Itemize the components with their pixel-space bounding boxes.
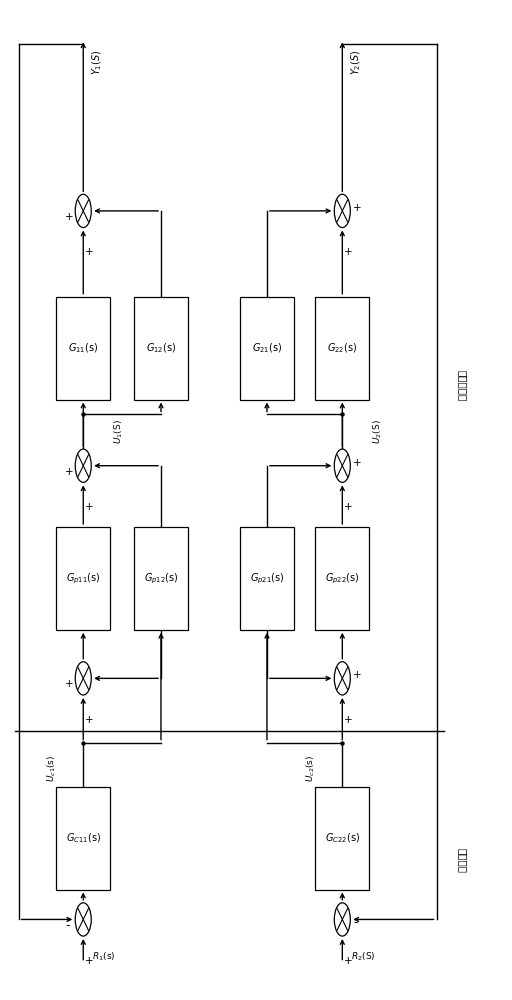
Circle shape [75, 194, 91, 228]
FancyBboxPatch shape [134, 297, 188, 400]
Circle shape [334, 194, 350, 228]
Text: 解耦控制器: 解耦控制器 [457, 370, 467, 401]
Text: $Y_1(S)$: $Y_1(S)$ [90, 49, 104, 75]
Circle shape [334, 449, 350, 482]
FancyBboxPatch shape [240, 297, 294, 400]
Text: +: + [85, 715, 94, 725]
Text: $R_2$(S): $R_2$(S) [351, 951, 375, 963]
Text: +: + [353, 458, 362, 468]
Text: $G_{p12}$(s): $G_{p12}$(s) [144, 571, 178, 586]
FancyBboxPatch shape [56, 787, 111, 890]
FancyBboxPatch shape [240, 527, 294, 630]
Text: $G_{21}$(s): $G_{21}$(s) [252, 341, 282, 355]
Text: +: + [344, 247, 353, 257]
Text: +: + [85, 247, 94, 257]
Text: +: + [85, 502, 94, 512]
Text: +: + [65, 212, 74, 222]
Text: +: + [65, 467, 74, 477]
Circle shape [334, 903, 350, 936]
Circle shape [75, 903, 91, 936]
Text: $G_{11}$(s): $G_{11}$(s) [68, 341, 98, 355]
Text: +: + [353, 203, 362, 213]
Text: $G_{p22}$(s): $G_{p22}$(s) [325, 571, 359, 586]
Text: -: - [65, 919, 70, 932]
Text: +: + [65, 679, 74, 689]
Circle shape [75, 449, 91, 482]
Circle shape [334, 662, 350, 695]
FancyBboxPatch shape [56, 297, 111, 400]
FancyBboxPatch shape [134, 527, 188, 630]
Text: +: + [353, 670, 362, 680]
Text: $G_{12}$(s): $G_{12}$(s) [146, 341, 176, 355]
Text: $U_2$(S): $U_2$(S) [372, 419, 385, 444]
Text: $Y_2(S)$: $Y_2(S)$ [349, 49, 363, 75]
Text: +: + [85, 956, 94, 966]
Text: +: + [344, 715, 353, 725]
Text: $U_{c1}$(s): $U_{c1}$(s) [45, 755, 58, 782]
Text: $U_1$(S): $U_1$(S) [113, 419, 125, 444]
FancyBboxPatch shape [315, 787, 369, 890]
Text: $G_{C11}$(s): $G_{C11}$(s) [66, 831, 101, 845]
Text: $G_{p11}$(s): $G_{p11}$(s) [66, 571, 100, 586]
Text: +: + [344, 956, 353, 966]
Text: $G_{22}$(s): $G_{22}$(s) [327, 341, 357, 355]
FancyBboxPatch shape [56, 527, 111, 630]
FancyBboxPatch shape [315, 527, 369, 630]
Text: 通道传函: 通道传函 [457, 848, 467, 873]
Circle shape [75, 662, 91, 695]
Text: $G_{C22}$(s): $G_{C22}$(s) [325, 831, 360, 845]
Text: -: - [353, 916, 358, 929]
FancyBboxPatch shape [315, 297, 369, 400]
Text: +: + [344, 502, 353, 512]
Text: $U_{c2}$(s): $U_{c2}$(s) [304, 755, 317, 782]
Text: $R_1$(s): $R_1$(s) [92, 951, 115, 963]
Text: $G_{p21}$(s): $G_{p21}$(s) [250, 571, 284, 586]
